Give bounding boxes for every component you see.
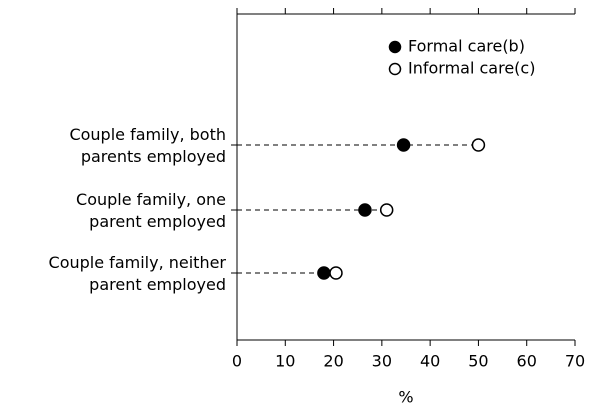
legend-marker [388, 40, 402, 54]
category-label: Couple family, both parents employed [69, 125, 226, 166]
x-axis-label: % [398, 388, 413, 407]
x-tick-label: 30 [372, 352, 392, 371]
x-tick-label: 70 [565, 352, 585, 371]
x-tick-label: 40 [420, 352, 440, 371]
dot [358, 203, 372, 217]
legend-label: Formal care(b) [408, 37, 525, 56]
x-tick-label: 10 [275, 352, 295, 371]
x-tick-label: 20 [323, 352, 343, 371]
dot [317, 266, 331, 280]
dot [379, 203, 394, 217]
x-tick-label: 60 [517, 352, 537, 371]
legend-marker [388, 62, 402, 76]
category-label: Couple family, one parent employed [76, 190, 226, 231]
x-tick-label: 50 [468, 352, 488, 371]
dot [396, 138, 411, 152]
legend-label: Informal care(c) [408, 59, 535, 78]
x-tick-label: 0 [232, 352, 242, 371]
dot [471, 138, 486, 152]
category-label: Couple family, neither parent employed [49, 253, 227, 294]
dot [329, 266, 343, 280]
